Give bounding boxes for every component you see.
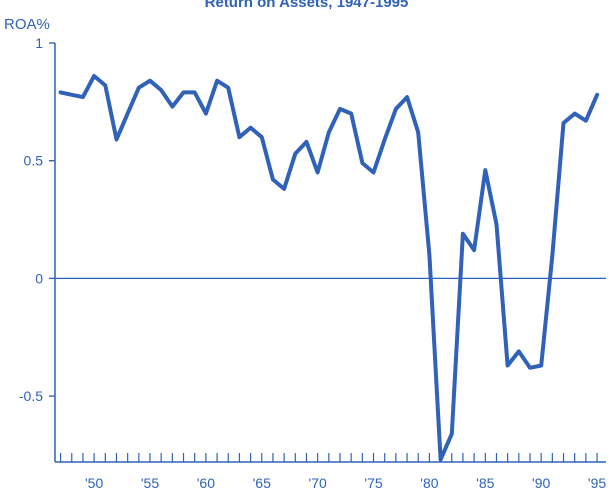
- x-tick-label-3: '65: [253, 475, 271, 491]
- x-tick-label-1: '55: [141, 475, 159, 491]
- x-tick-label-7: '85: [476, 475, 494, 491]
- y-axis-label: ROA%: [4, 16, 50, 33]
- y-tick-label-3: -0.5: [19, 388, 43, 404]
- axis-ticks: [49, 42, 598, 462]
- y-tick-label-2: 0: [35, 270, 43, 286]
- x-tick-label-9: '95: [588, 475, 606, 491]
- x-tick-label-6: '80: [420, 475, 438, 491]
- series-group: [58, 74, 600, 462]
- y-tick-label-1: 0.5: [24, 153, 44, 169]
- x-tick-label-5: '75: [364, 475, 382, 491]
- series-line-0: [58, 74, 600, 462]
- axis-tick-labels: 1 0.5 0 -0.5 '50 '55 '60 '65 '70 '75 '80 '85 '90 '95: [19, 35, 607, 491]
- x-tick-label-8: '90: [532, 475, 550, 491]
- x-tick-label-4: '70: [309, 475, 327, 491]
- plot-frame: [54, 43, 606, 463]
- y-tick-label-0: 1: [35, 35, 43, 51]
- x-tick-label-2: '60: [197, 475, 215, 491]
- x-tick-label-0: '50: [85, 475, 103, 491]
- chart-title: Return on Assets, 1947-1995: [204, 0, 409, 11]
